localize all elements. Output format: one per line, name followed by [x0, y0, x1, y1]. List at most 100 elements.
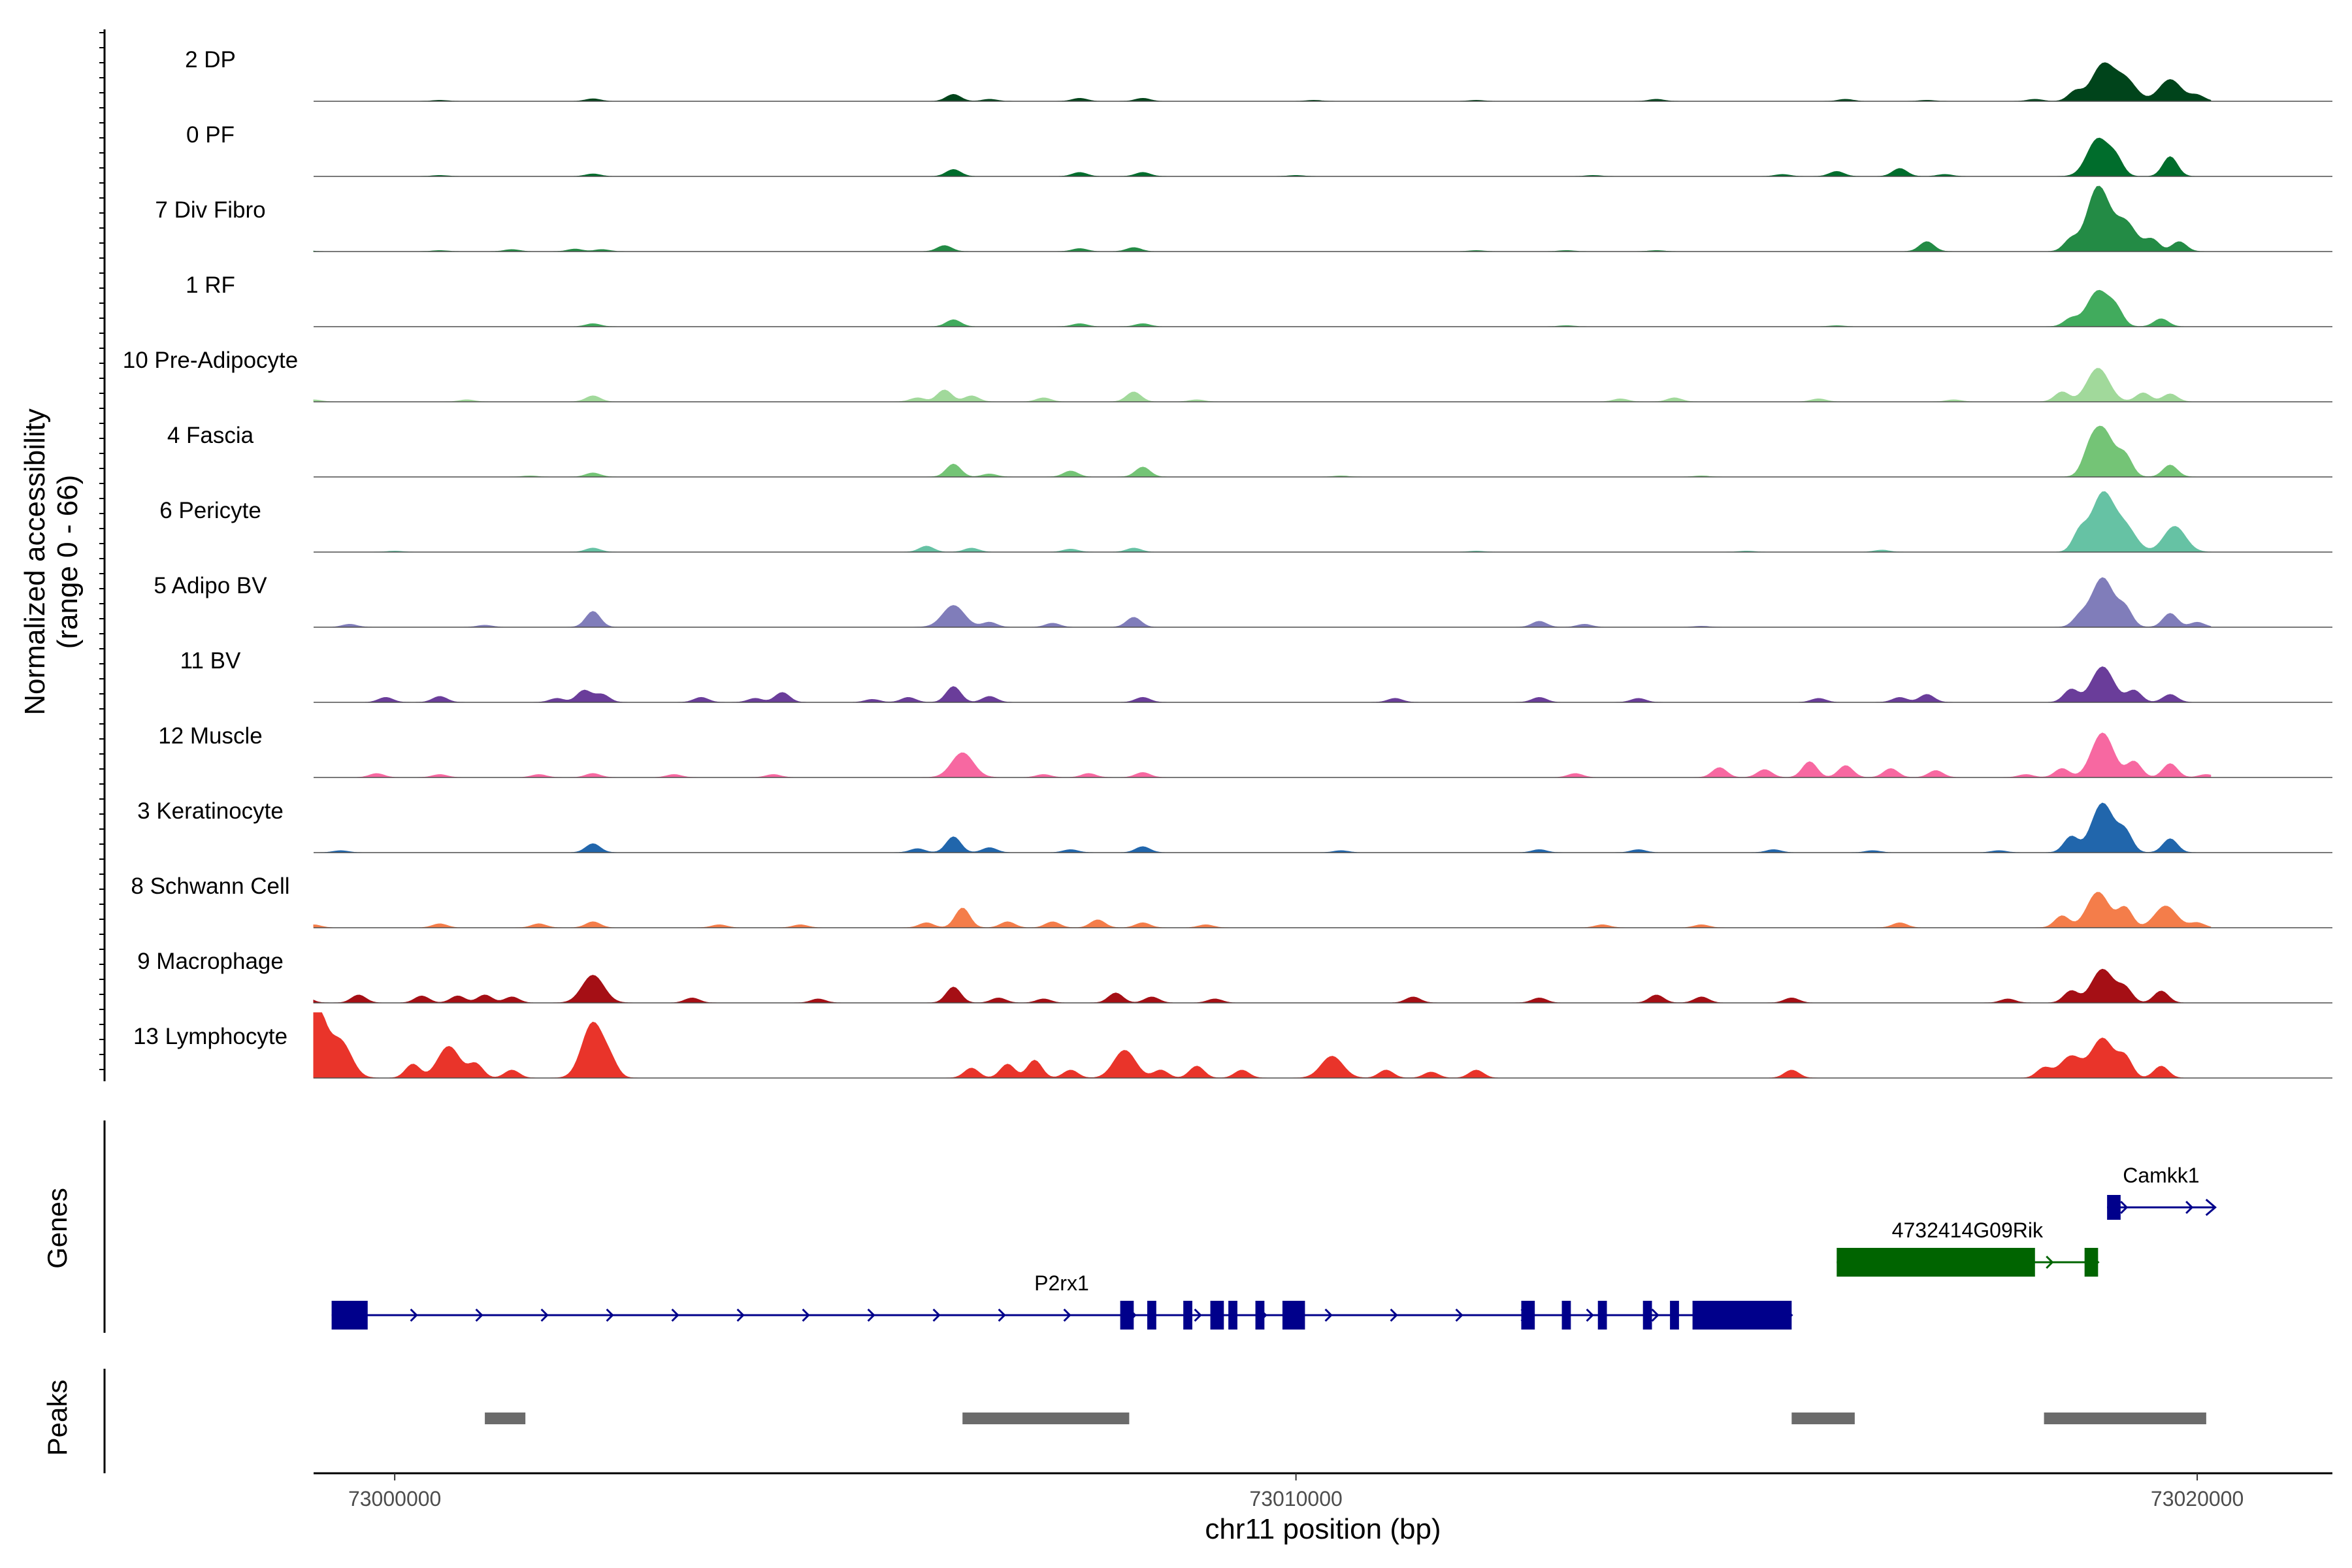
- track-12: 8 Schwann Cell: [131, 874, 2332, 928]
- track-signal: [314, 732, 2212, 778]
- track-label: 8 Schwann Cell: [131, 874, 289, 899]
- track-signal: [314, 137, 2211, 177]
- exon: [1521, 1301, 1535, 1330]
- peak-regions: [485, 1413, 2206, 1424]
- peak-bar: [962, 1413, 1130, 1424]
- strand-arrow: [540, 1308, 549, 1322]
- gene-label: 4732414G09Rik: [1892, 1218, 2044, 1242]
- x-tick-label: 73010000: [1249, 1487, 1342, 1511]
- exon: [1692, 1301, 1792, 1330]
- peak-bar: [2044, 1413, 2206, 1424]
- track-1: 2 DP: [185, 47, 2332, 102]
- track-signal: [313, 368, 2211, 402]
- strand-arrow: [1390, 1308, 1398, 1322]
- gene-end-arrow: [2205, 1198, 2217, 1217]
- genes-panel-label-wrap: Genes: [42, 1188, 73, 1269]
- gene-p2rx1: P2rx1: [331, 1271, 1793, 1330]
- exon: [2084, 1248, 2099, 1277]
- exon: [1597, 1301, 1607, 1330]
- strand-arrow: [998, 1308, 1006, 1322]
- coverage-tracks: 2 DP 0 PF 7 Div Fibro 1 RF 10 Pre-Adipocyte 4…: [123, 47, 2332, 1079]
- exon: [1642, 1301, 1652, 1330]
- track-label: 3 Keratinocyte: [137, 798, 284, 824]
- y-axis-title: Normalized accessibility (range 0 - 66): [19, 408, 84, 715]
- track-label: 10 Pre-Adipocyte: [123, 348, 298, 373]
- strand-arrow: [932, 1308, 941, 1322]
- y-axis-title-line1: Normalized accessibility: [19, 408, 51, 715]
- track-4: 1 RF: [186, 272, 2332, 327]
- track-label: 7 Div Fibro: [155, 197, 265, 223]
- track-6: 4 Fascia: [167, 423, 2332, 478]
- strand-arrow: [1194, 1308, 1202, 1322]
- track-8: 5 Adipo BV: [154, 573, 2332, 628]
- track-label: 4 Fascia: [167, 423, 254, 448]
- peaks-panel-label: Peaks: [42, 1380, 73, 1456]
- strand-arrow: [671, 1308, 679, 1322]
- track-signal: [314, 802, 2211, 853]
- gene-annotations: Atp2a3P2rx14732414G09RikCamkk1: [331, 1164, 2217, 1330]
- exon: [1228, 1301, 1237, 1330]
- exon: [1255, 1301, 1265, 1330]
- track-label: 0 PF: [186, 122, 235, 148]
- peaks-panel-label-wrap: Peaks: [42, 1380, 73, 1456]
- exon: [331, 1301, 368, 1330]
- track-label: 1 RF: [186, 272, 235, 298]
- strand-arrow: [410, 1308, 418, 1322]
- exon: [1183, 1301, 1192, 1330]
- track-signal: [313, 892, 2212, 928]
- track-signal: [313, 968, 2211, 1004]
- exon: [2107, 1195, 2121, 1220]
- strand-arrow: [1324, 1308, 1333, 1322]
- y-axis-title-line2: (range 0 - 66): [52, 475, 84, 649]
- coverage-y-ticks: [99, 32, 105, 1070]
- track-3: 7 Div Fibro: [155, 186, 2332, 252]
- track-9: 11 BV: [180, 648, 2332, 703]
- track-label: 2 DP: [185, 47, 236, 73]
- exon: [1120, 1301, 1134, 1330]
- track-signal: [313, 1012, 2211, 1079]
- peak-bar: [1791, 1413, 1855, 1424]
- x-tick-label: 73000000: [348, 1487, 441, 1511]
- strand-arrow: [1455, 1308, 1463, 1322]
- track-11: 3 Keratinocyte: [137, 798, 2332, 853]
- track-signal: [313, 186, 2211, 252]
- track-signal: [314, 62, 2212, 102]
- exon: [1561, 1301, 1571, 1330]
- strand-arrow: [606, 1308, 614, 1322]
- track-2: 0 PF: [186, 122, 2332, 177]
- strand-arrow: [1063, 1308, 1071, 1322]
- strand-arrow: [802, 1308, 810, 1322]
- strand-arrow: [736, 1308, 745, 1322]
- track-label: 5 Adipo BV: [154, 573, 267, 598]
- gene-label: P2rx1: [1034, 1271, 1089, 1295]
- track-signal: [314, 425, 2211, 478]
- genes-panel-label: Genes: [42, 1188, 73, 1269]
- track-label: 12 Muscle: [158, 723, 263, 749]
- exon: [1282, 1301, 1305, 1330]
- track-signal: [314, 289, 2211, 327]
- track-label: 11 BV: [180, 648, 241, 674]
- exon: [1210, 1301, 1224, 1330]
- strand-arrow: [867, 1308, 875, 1322]
- track-7: 6 Pericyte: [159, 491, 2332, 553]
- track-signal: [314, 491, 2212, 553]
- strand-arrow: [2185, 1200, 2194, 1215]
- track-signal: [314, 666, 2211, 703]
- track-13: 9 Macrophage: [137, 949, 2332, 1004]
- x-tick-label: 73020000: [2151, 1487, 2244, 1511]
- strand-arrow: [1651, 1308, 1659, 1322]
- strand-arrow: [475, 1308, 483, 1322]
- gene-label: Camkk1: [2123, 1164, 2199, 1187]
- track-14: 13 Lymphocyte: [133, 1012, 2332, 1079]
- exon: [1837, 1248, 2035, 1277]
- track-5: 10 Pre-Adipocyte: [123, 348, 2332, 402]
- gene-4732414g09rik: 4732414G09Rik: [1837, 1218, 2100, 1277]
- track-signal: [314, 577, 2212, 628]
- track-label: 13 Lymphocyte: [133, 1024, 287, 1049]
- strand-arrow: [1586, 1308, 1594, 1322]
- track-10: 12 Muscle: [158, 723, 2332, 778]
- x-axis-ticks: 73000000 73010000 73020000: [348, 1473, 2244, 1511]
- gene-camkk1: Camkk1: [2107, 1164, 2217, 1220]
- exon: [1147, 1301, 1156, 1330]
